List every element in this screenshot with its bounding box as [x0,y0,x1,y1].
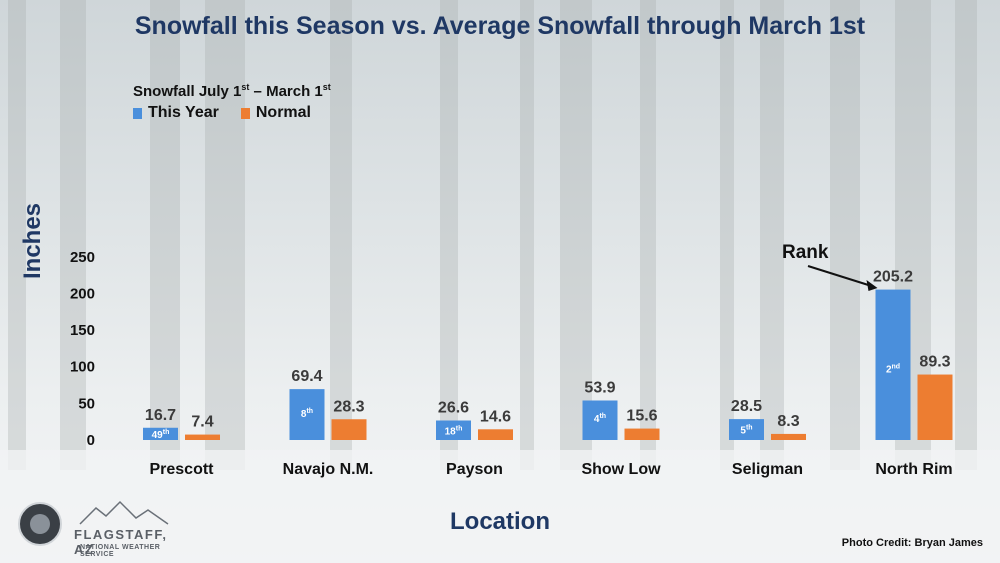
rank-label: 8th [301,408,313,420]
legend: Snowfall July 1st – March 1st This Year … [133,82,333,122]
bar-this-year [582,400,618,440]
rank-label: 4th [594,413,606,425]
y-tick-label: 0 [87,432,95,449]
legend-label-this-year: This Year [148,104,219,121]
logo-name: FLAGSTAFF, AZ [74,527,168,557]
data-label-normal: 15.6 [626,408,657,425]
data-label-this-year: 26.6 [438,400,469,417]
x-tick-label: North Rim [875,461,952,478]
mountains-icon [79,500,169,525]
bar-normal [185,434,220,440]
bar-normal [331,419,367,440]
data-label-normal: 14.6 [480,408,511,425]
data-label-normal: 89.3 [919,354,950,371]
y-tick-label: 150 [70,322,95,339]
legend-swatch-this-year [133,107,142,119]
legend-title: Snowfall July 1st – March 1st [133,82,331,100]
data-label-this-year: 16.7 [145,407,176,424]
legend-item-this-year: This Year [133,104,219,122]
bar-normal [771,433,806,440]
data-label-normal: 8.3 [777,413,799,430]
x-tick-label: Seligman [732,461,803,478]
y-tick-label: 50 [78,395,95,412]
x-tick-label: Show Low [581,461,661,478]
rank-label: 49th [152,429,170,441]
rank-label: 2nd [886,363,900,375]
x-axis-label: Location [450,508,550,535]
rank-label: 18th [445,425,463,437]
bar-normal [624,428,660,440]
bar-this-year [436,420,471,440]
x-tick-label: Navajo N.M. [283,461,374,478]
bar-normal [478,429,513,440]
data-label-normal: 7.4 [191,414,213,431]
logo-subtitle: NATIONAL WEATHER SERVICE [80,544,161,558]
data-label-this-year: 53.9 [584,379,615,396]
bar-this-year [289,389,325,440]
legend-swatch-normal [240,107,250,119]
rank-label: 5th [740,425,752,437]
photo-credit: Photo Credit: Bryan James [841,537,983,549]
y-tick-label: 200 [70,285,95,302]
data-label-this-year: 205.2 [873,269,913,286]
y-tick-label: 250 [70,249,95,266]
bar-this-year [729,419,764,440]
bar-this-year [875,289,911,440]
y-axis-label: Inches [19,202,46,279]
x-tick-label: Prescott [149,461,214,478]
data-label-normal: 28.3 [333,398,364,415]
bar-normal [917,374,953,440]
rank-arrow [807,265,872,287]
chart-title: Snowfall this Season vs. Average Snowfal… [134,12,866,40]
legend-label-normal: Normal [255,104,311,121]
data-label-this-year: 28.5 [731,398,762,415]
nws-seal-icon [18,502,62,546]
rank-arrowhead [866,280,878,291]
nws-flagstaff-logo: FLAGSTAFF, AZ NATIONAL WEATHER SERVICE [18,498,178,558]
legend-item-normal: Normal [240,104,311,122]
data-label-this-year: 69.4 [291,368,322,385]
rank-annotation: Rank [782,242,829,263]
x-tick-label: Payson [446,461,503,478]
y-tick-label: 100 [70,359,95,376]
bar-this-year [143,427,178,440]
